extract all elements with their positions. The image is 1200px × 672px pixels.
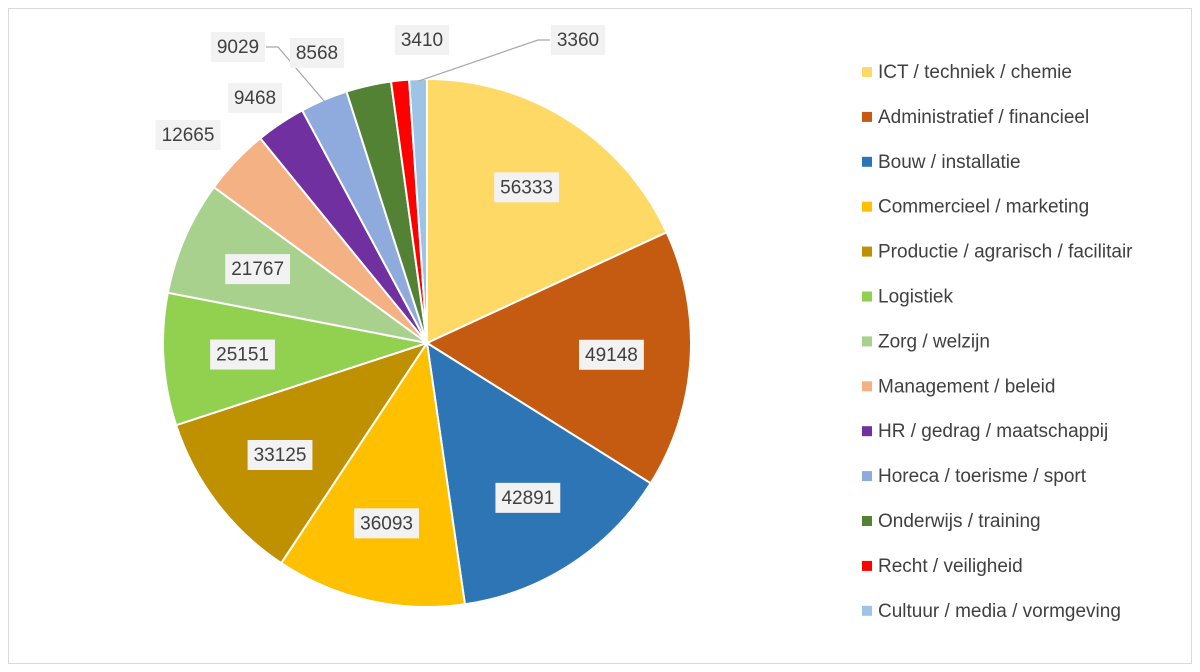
leader-line [266, 46, 326, 103]
data-label-group: 9029 [210, 32, 266, 62]
data-label-group: 56333 [494, 172, 559, 203]
leader-line [417, 39, 550, 82]
data-label: 42891 [501, 488, 554, 509]
data-label-group: 12665 [155, 120, 221, 150]
data-label-group: 3360 [550, 25, 606, 55]
data-label: 49148 [585, 345, 638, 366]
legend-label: Recht / veiligheid [878, 556, 1023, 577]
pie-slice [424, 230, 692, 485]
data-label-group: 3410 [394, 25, 450, 55]
legend-label: Cultuur / media / vormgeving [878, 601, 1121, 622]
pie-slice [425, 341, 653, 606]
legend-label: Bouw / installatie [878, 152, 1021, 173]
data-label-group: 9468 [227, 83, 283, 113]
data-label-group: 33125 [247, 440, 313, 471]
data-label-bg [289, 38, 345, 68]
data-label: 12665 [162, 125, 215, 146]
data-label: 36093 [360, 513, 413, 534]
legend-swatch [862, 201, 872, 212]
legend-swatch [862, 381, 872, 392]
data-label-bg [155, 120, 221, 150]
legend-label: Logistiek [878, 287, 953, 308]
legend-swatch [862, 336, 872, 347]
legend-label: Onderwijs / training [878, 511, 1041, 532]
data-label-group: 21767 [225, 254, 291, 285]
data-label: 9029 [217, 37, 259, 58]
legend-swatch [862, 516, 872, 526]
legend-swatch [862, 605, 872, 616]
data-label-group: 25151 [210, 339, 275, 370]
legend-swatch [862, 67, 872, 77]
data-label: 33125 [254, 445, 307, 466]
legend-swatch [862, 156, 872, 167]
legend-label: Management / beleid [878, 376, 1055, 397]
data-label-bg [579, 339, 644, 370]
legend-label: ICT / techniek / chemie [878, 62, 1072, 83]
data-label-group: 49148 [579, 339, 644, 370]
data-label-bg [210, 339, 275, 370]
data-label-bg [227, 83, 283, 113]
data-label-bg [394, 25, 450, 55]
data-label-bg [550, 25, 606, 55]
data-label: 3360 [557, 30, 599, 51]
data-label: 21767 [231, 259, 284, 280]
data-label-bg [494, 172, 559, 203]
data-label-bg [210, 32, 266, 62]
legend-label: Administratief / financieel [878, 107, 1089, 128]
legend-label: Zorg / welzijn [878, 331, 990, 352]
data-label-group: 42891 [495, 482, 561, 513]
legend-label: Horeca / toerisme / sport [878, 466, 1087, 487]
legend-label: HR / gedrag / maatschappij [878, 421, 1108, 442]
data-label-bg [225, 254, 291, 285]
pie-slice [166, 185, 428, 344]
legend-label: Productie / agrarisch / facilitair [878, 242, 1133, 263]
data-label: 9468 [234, 88, 276, 109]
legend-swatch [862, 426, 872, 437]
data-label-bg [247, 440, 313, 471]
data-label-bg [495, 482, 561, 513]
legend-label: Commercieel / marketing [878, 197, 1089, 218]
data-label-group: 8568 [289, 38, 345, 68]
legend-swatch [862, 111, 872, 122]
legend-swatch [862, 560, 872, 571]
data-label: 25151 [216, 345, 269, 366]
data-label: 56333 [500, 177, 553, 198]
pie-slice [426, 77, 668, 345]
data-label-bg [354, 508, 420, 539]
legend-swatch [862, 471, 872, 482]
data-label-group: 36093 [354, 508, 420, 539]
data-label: 3410 [401, 30, 443, 51]
pie-slice [408, 77, 428, 344]
pie-slice [162, 291, 431, 427]
legend-swatch [862, 246, 872, 257]
pie-slice [279, 340, 467, 608]
data-label: 8568 [296, 43, 338, 64]
legend-swatch [862, 291, 872, 302]
